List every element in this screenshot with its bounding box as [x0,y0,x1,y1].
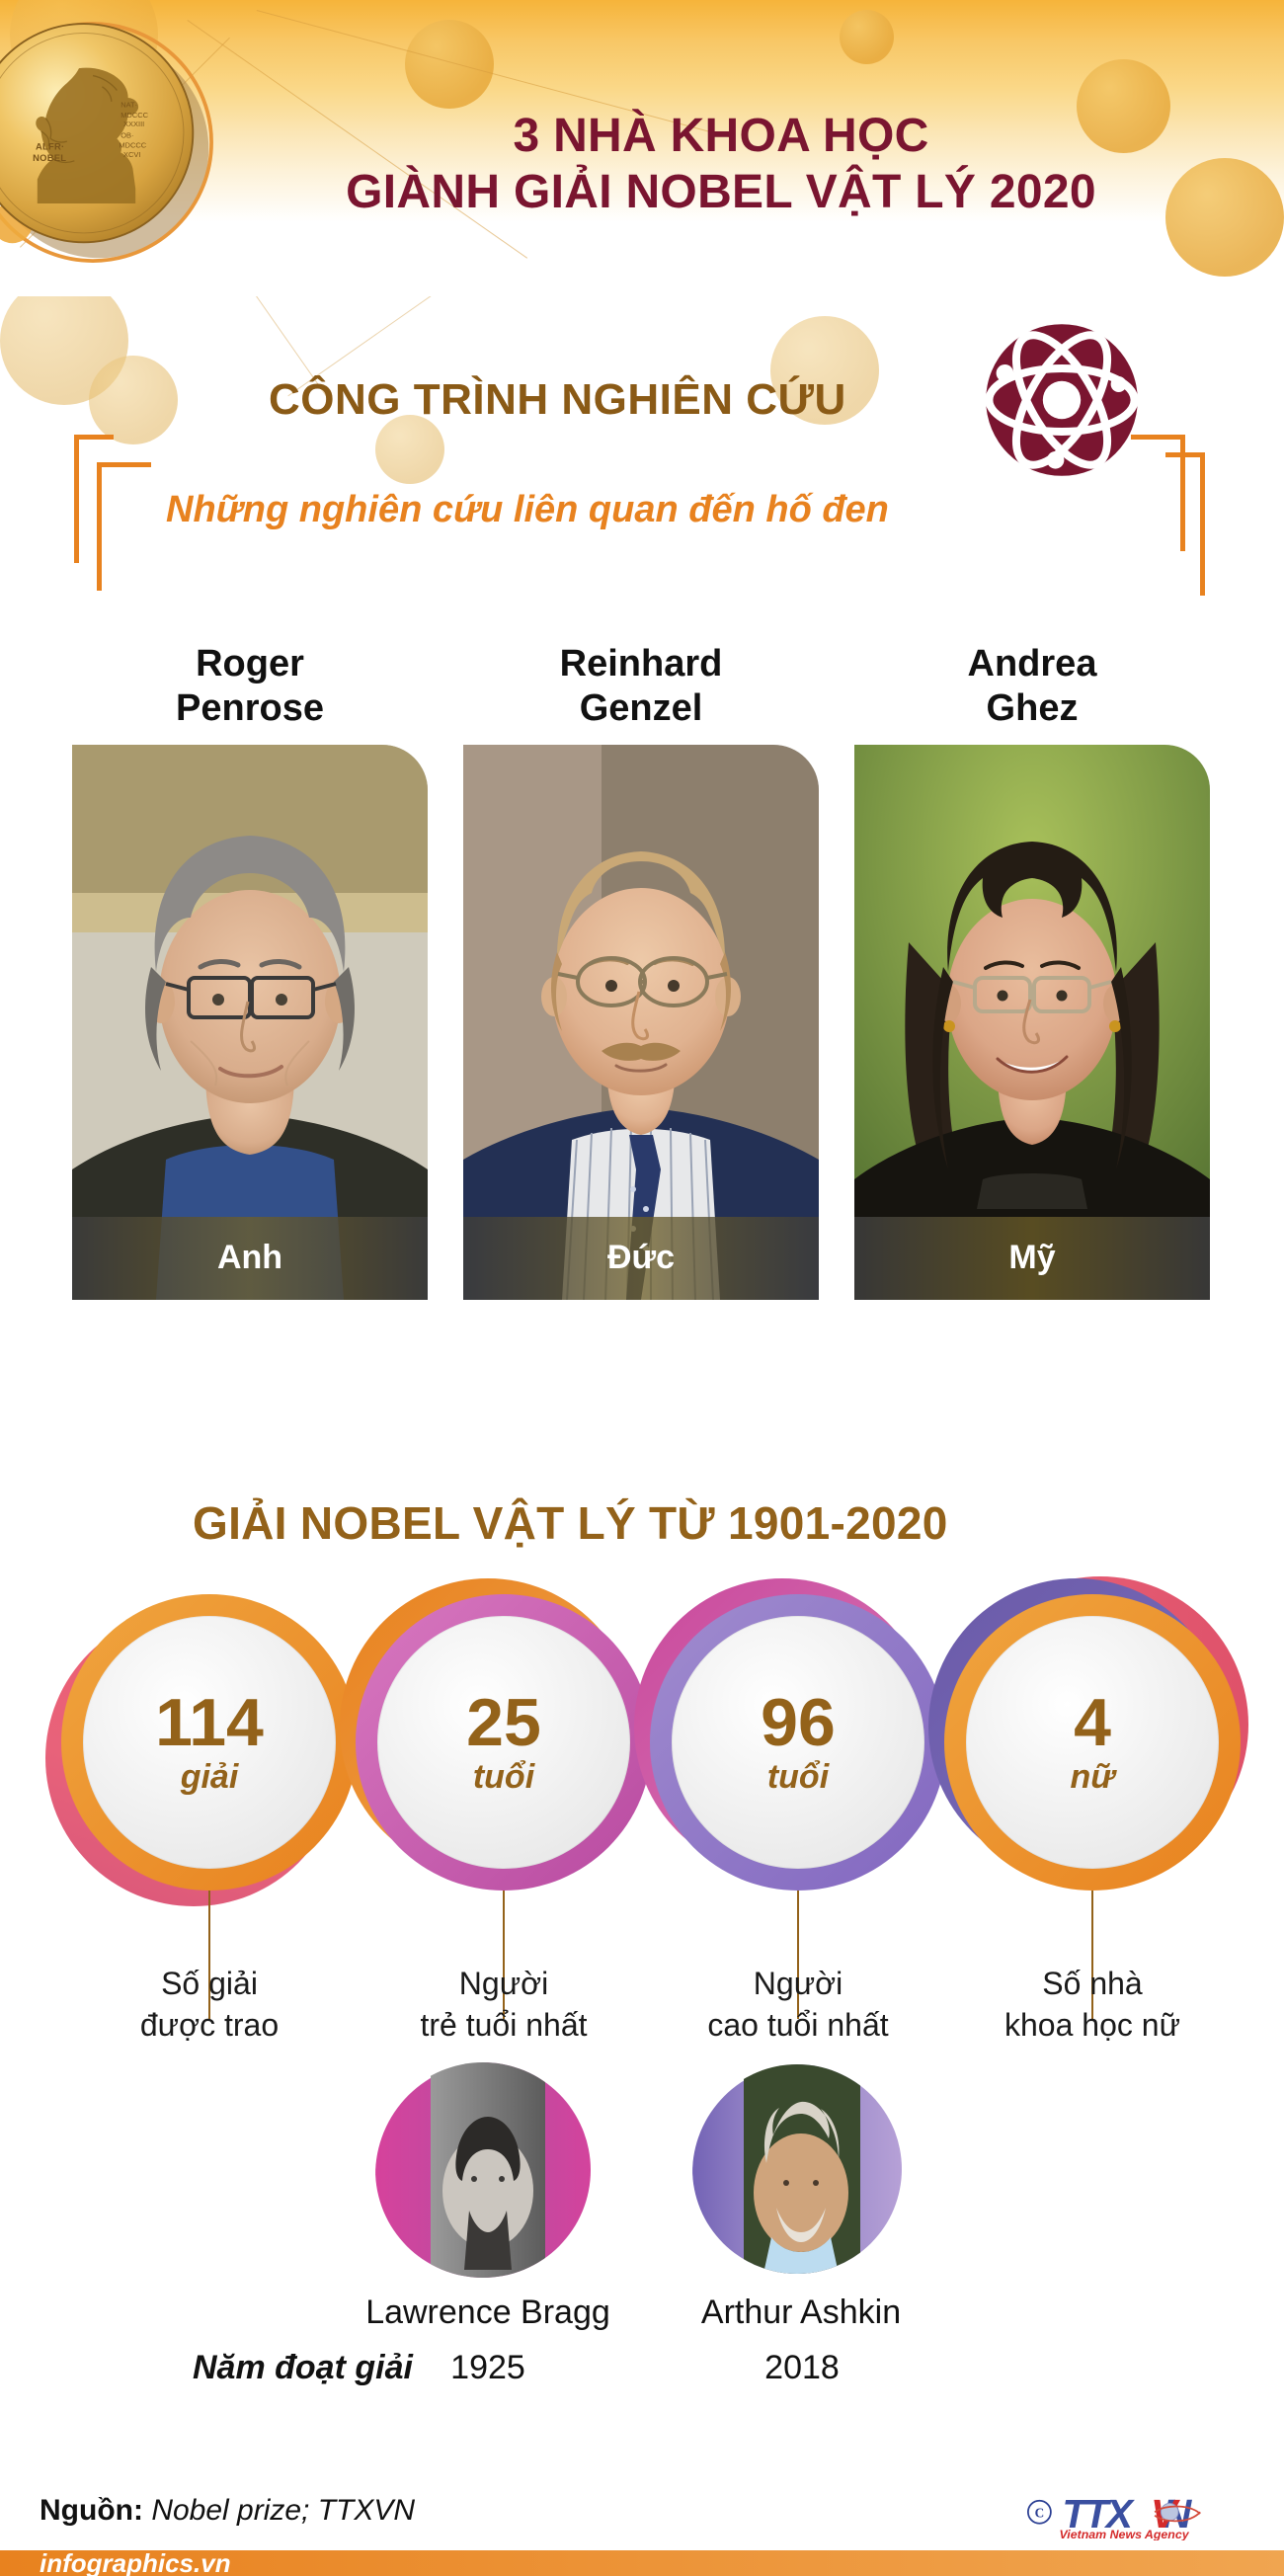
svg-text:MDCCC: MDCCC [120,111,148,120]
svg-text:NOBEL: NOBEL [33,153,66,163]
svg-text:ALFR·: ALFR· [36,142,64,152]
svg-text:OB·: OB· [120,130,133,139]
svg-text:C: C [1035,2506,1045,2521]
svg-text:XCVI: XCVI [123,150,141,159]
svg-text:Vietnam News Agency: Vietnam News Agency [1060,2528,1190,2540]
svg-text:MDCCC: MDCCC [119,141,146,150]
svg-text:NAT·: NAT· [120,100,137,109]
svg-text:XXXIII: XXXIII [123,120,144,128]
